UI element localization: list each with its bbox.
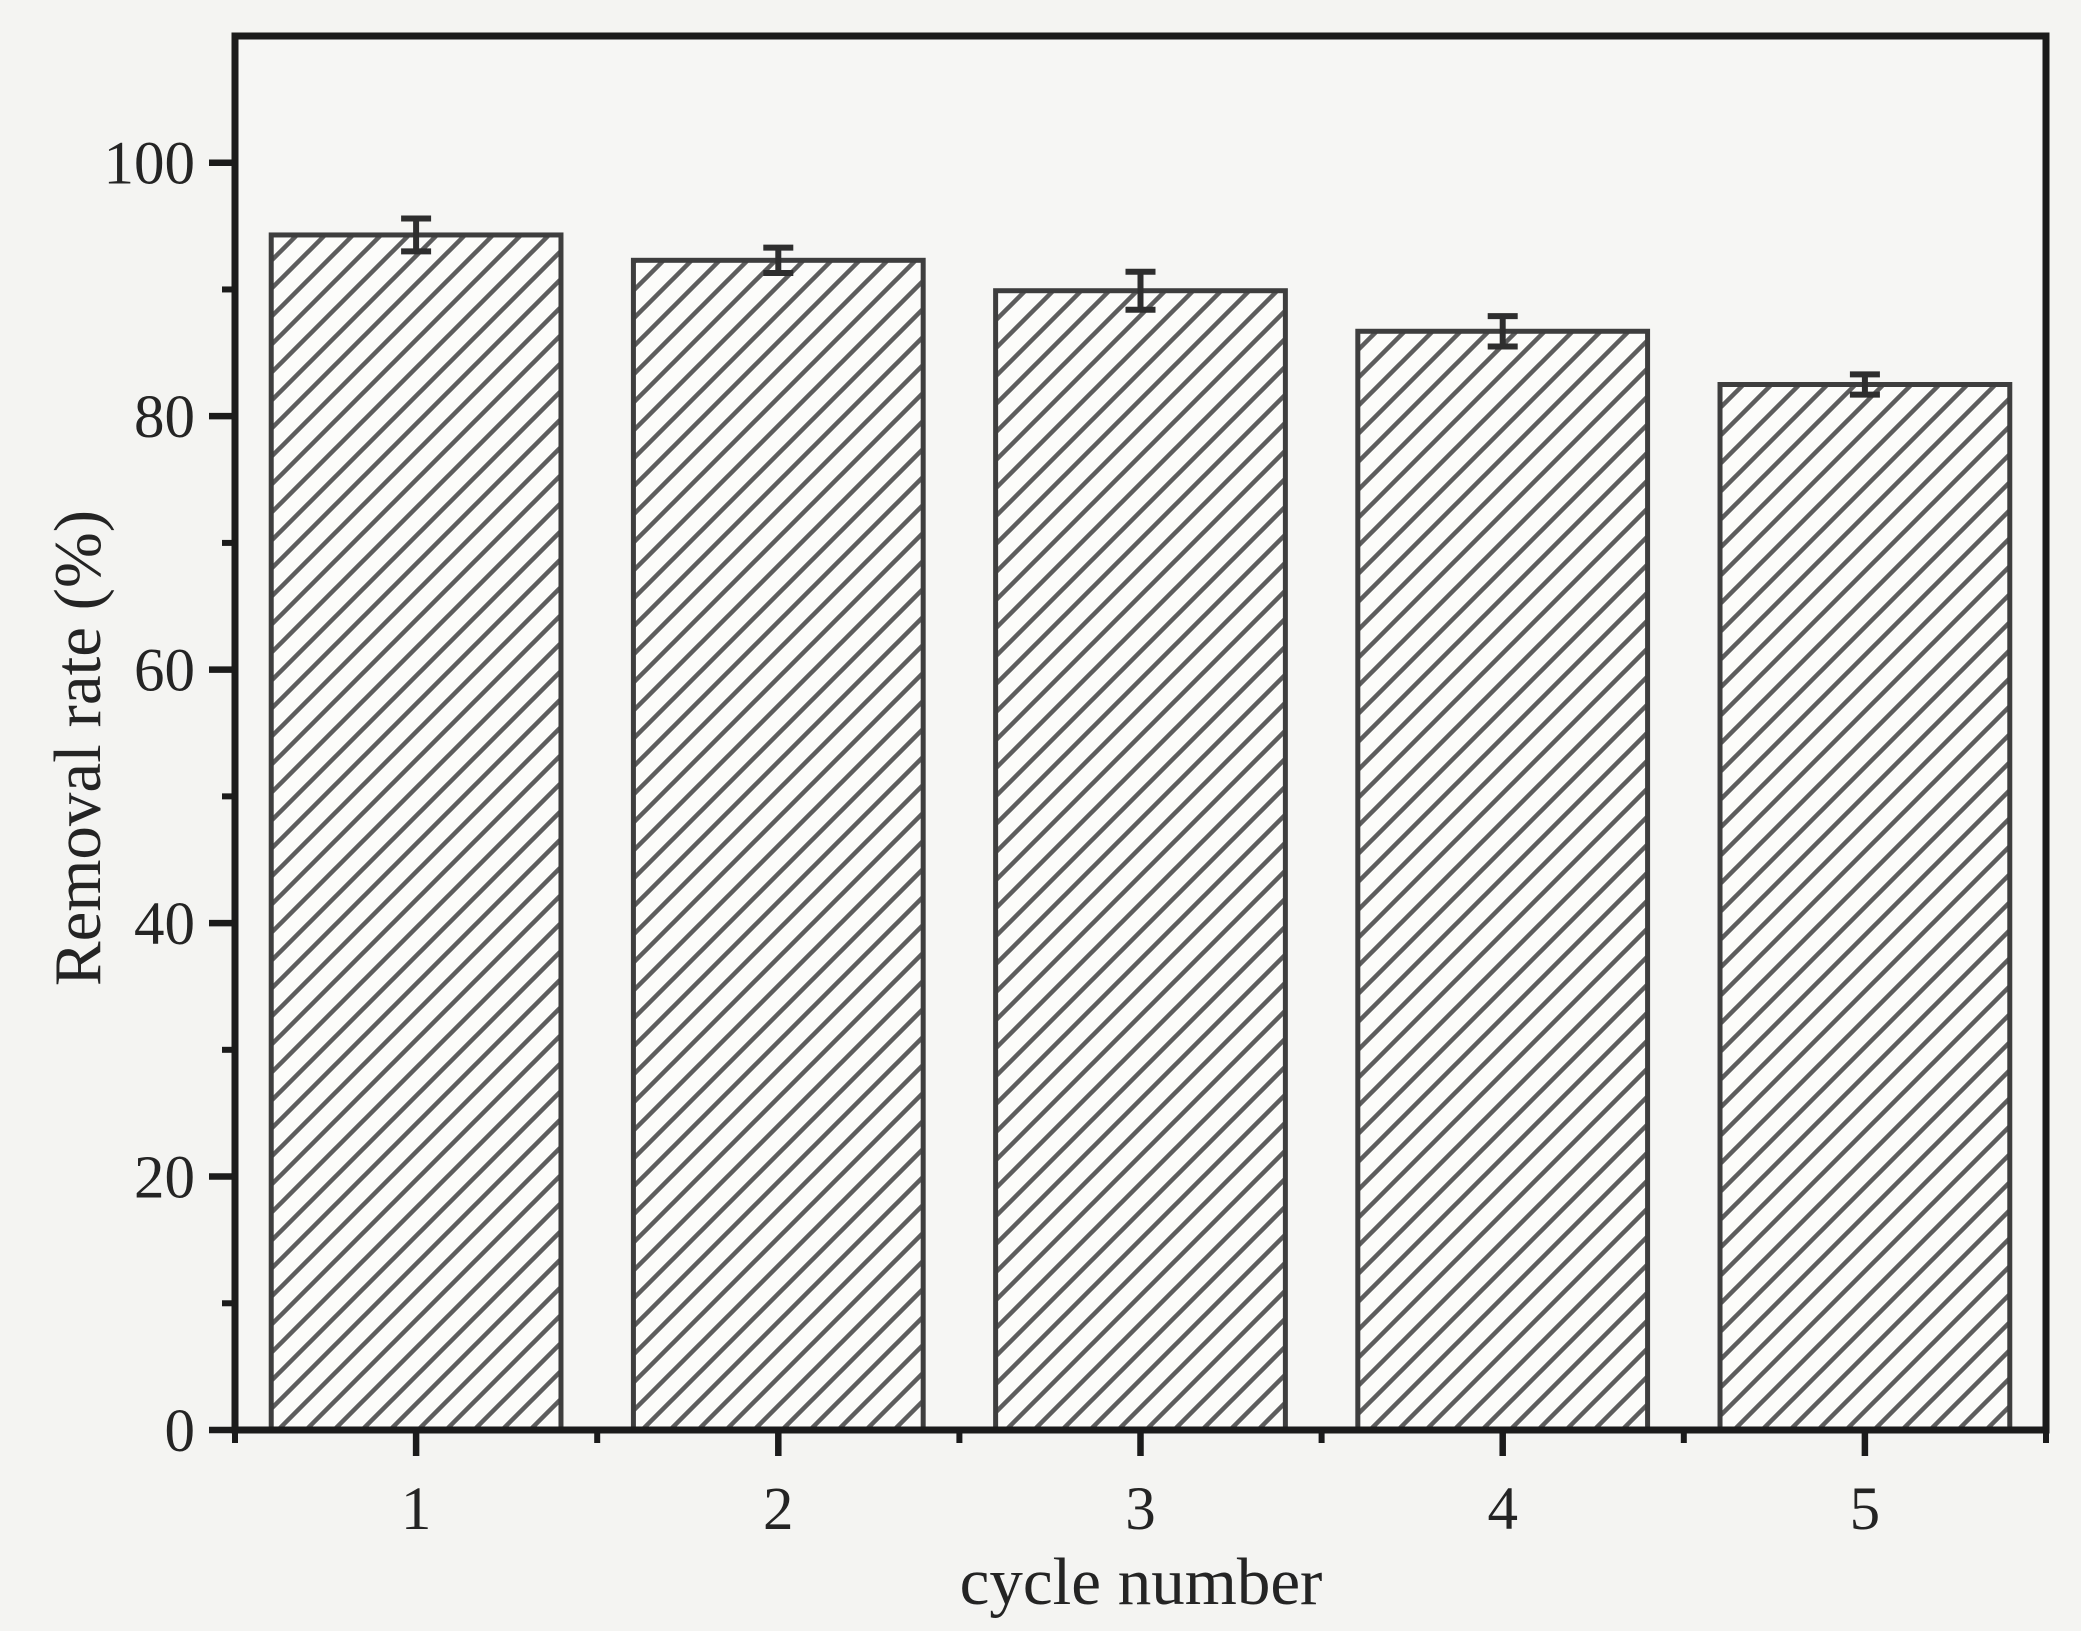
bar-hatch (1717, 382, 2013, 1433)
bar-hatch (993, 288, 1288, 1433)
y-tick-label: 20 (134, 1145, 195, 1212)
y-tick-label: 0 (165, 1398, 196, 1465)
tick-labels-layer: 0 20 40 60 80 100 1 2 3 4 5 (104, 131, 1881, 1543)
y-tick-label: 80 (134, 384, 195, 451)
bar-hatch (268, 232, 564, 1433)
y-tick-label: 60 (134, 638, 195, 705)
y-tick-label: 100 (104, 131, 196, 198)
bar-hatch (630, 257, 926, 1433)
x-tick-label: 4 (1487, 1476, 1518, 1543)
x-tick-label: 3 (1125, 1476, 1156, 1543)
x-tick-label: 5 (1850, 1476, 1881, 1543)
y-tick-label: 40 (134, 891, 195, 958)
y-axis-title: Removal rate (%) (41, 510, 115, 986)
error-bars-layer (401, 215, 1880, 398)
bar-hatch (1355, 328, 1651, 1433)
x-tick-label: 2 (763, 1476, 794, 1543)
ticks-layer (209, 159, 2049, 1456)
x-tick-label: 1 (401, 1476, 432, 1543)
bars-layer (268, 232, 2013, 1433)
x-axis-title: cycle number (960, 1545, 1323, 1619)
